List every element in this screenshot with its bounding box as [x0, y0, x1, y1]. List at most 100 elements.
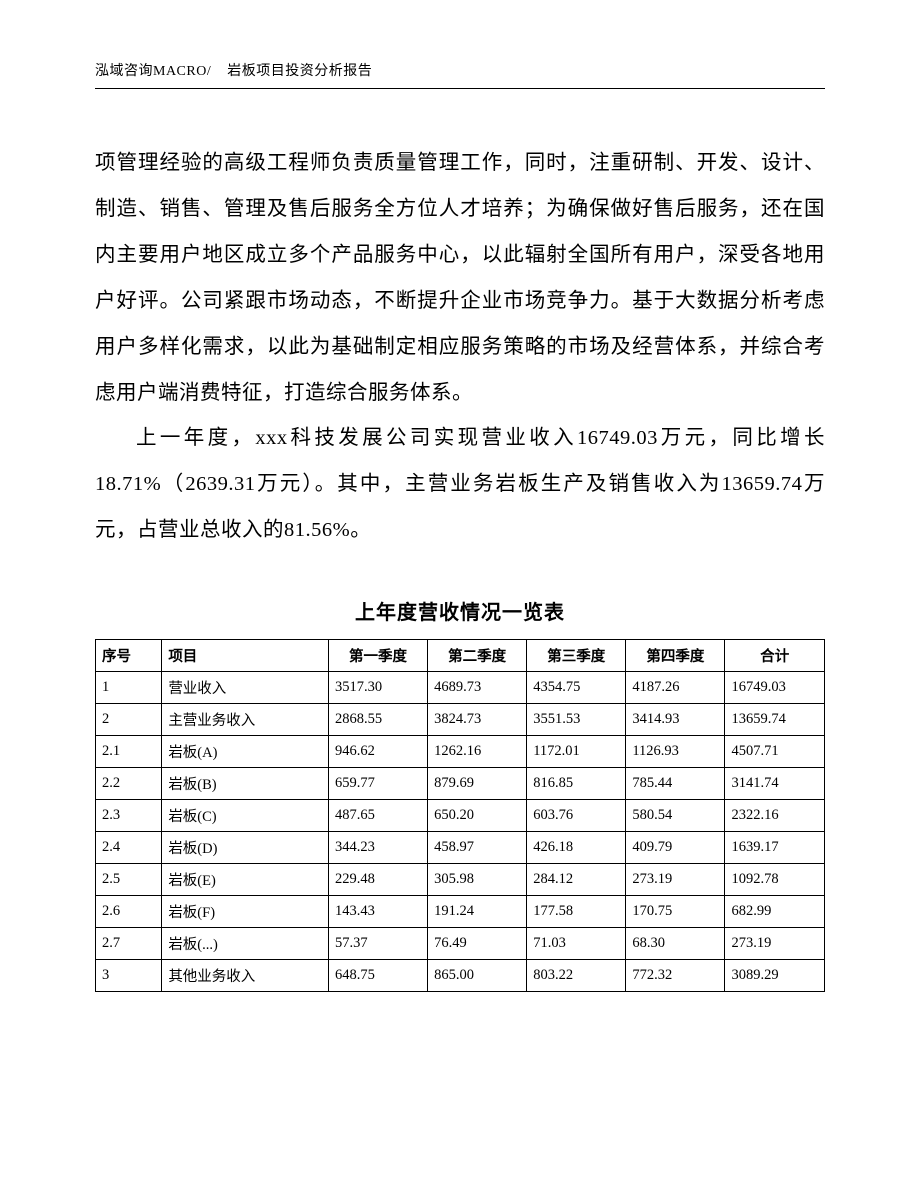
col-header-q4: 第四季度 [626, 640, 725, 672]
table-cell: 2.5 [96, 864, 162, 896]
table-cell: 岩板(A) [162, 736, 329, 768]
table-row: 1营业收入3517.304689.734354.754187.2616749.0… [96, 672, 825, 704]
table-cell: 其他业务收入 [162, 960, 329, 992]
table-cell: 284.12 [527, 864, 626, 896]
table-row: 2.5岩板(E)229.48305.98284.12273.191092.78 [96, 864, 825, 896]
header-rule [95, 88, 825, 89]
table-cell: 650.20 [428, 800, 527, 832]
table-cell: 344.23 [328, 832, 427, 864]
table-cell: 3551.53 [527, 704, 626, 736]
table-cell: 岩板(B) [162, 768, 329, 800]
table-cell: 659.77 [328, 768, 427, 800]
table-title: 上年度营收情况一览表 [95, 596, 825, 625]
table-cell: 2.7 [96, 928, 162, 960]
table-cell: 16749.03 [725, 672, 825, 704]
table-cell: 143.43 [328, 896, 427, 928]
table-cell: 2.3 [96, 800, 162, 832]
table-cell: 682.99 [725, 896, 825, 928]
revenue-table: 序号 项目 第一季度 第二季度 第三季度 第四季度 合计 1营业收入3517.3… [95, 639, 825, 992]
table-cell: 1 [96, 672, 162, 704]
table-cell: 岩板(...) [162, 928, 329, 960]
table-cell: 1126.93 [626, 736, 725, 768]
table-cell: 2.1 [96, 736, 162, 768]
table-cell: 273.19 [725, 928, 825, 960]
table-cell: 273.19 [626, 864, 725, 896]
table-cell: 487.65 [328, 800, 427, 832]
table-cell: 4187.26 [626, 672, 725, 704]
table-cell: 3824.73 [428, 704, 527, 736]
table-cell: 772.32 [626, 960, 725, 992]
table-cell: 785.44 [626, 768, 725, 800]
table-row: 2.1岩板(A)946.621262.161172.011126.934507.… [96, 736, 825, 768]
table-cell: 岩板(C) [162, 800, 329, 832]
table-cell: 13659.74 [725, 704, 825, 736]
document-page: 泓域咨询MACRO/ 岩板项目投资分析报告 项管理经验的高级工程师负责质量管理工… [0, 0, 920, 1191]
table-cell: 营业收入 [162, 672, 329, 704]
table-cell: 816.85 [527, 768, 626, 800]
table-cell: 4354.75 [527, 672, 626, 704]
header-doc-title: 岩板项目投资分析报告 [227, 64, 372, 79]
col-header-total: 合计 [725, 640, 825, 672]
table-cell: 2868.55 [328, 704, 427, 736]
paragraph-1: 项管理经验的高级工程师负责质量管理工作，同时，注重研制、开发、设计、制造、销售、… [95, 141, 825, 416]
table-cell: 426.18 [527, 832, 626, 864]
table-cell: 170.75 [626, 896, 725, 928]
table-cell: 1262.16 [428, 736, 527, 768]
table-cell: 76.49 [428, 928, 527, 960]
table-body: 1营业收入3517.304689.734354.754187.2616749.0… [96, 672, 825, 992]
body-text: 项管理经验的高级工程师负责质量管理工作，同时，注重研制、开发、设计、制造、销售、… [95, 141, 825, 554]
col-header-q3: 第三季度 [527, 640, 626, 672]
table-cell: 3089.29 [725, 960, 825, 992]
table-cell: 2.4 [96, 832, 162, 864]
table-cell: 4507.71 [725, 736, 825, 768]
col-header-q2: 第二季度 [428, 640, 527, 672]
table-cell: 3141.74 [725, 768, 825, 800]
table-row: 2.7岩板(...)57.3776.4971.0368.30273.19 [96, 928, 825, 960]
table-cell: 1092.78 [725, 864, 825, 896]
table-row: 2.2岩板(B)659.77879.69816.85785.443141.74 [96, 768, 825, 800]
table-cell: 2322.16 [725, 800, 825, 832]
table-header-row: 序号 项目 第一季度 第二季度 第三季度 第四季度 合计 [96, 640, 825, 672]
col-header-q1: 第一季度 [328, 640, 427, 672]
table-cell: 879.69 [428, 768, 527, 800]
table-cell: 229.48 [328, 864, 427, 896]
table-row: 2主营业务收入2868.553824.733551.533414.9313659… [96, 704, 825, 736]
table-header: 序号 项目 第一季度 第二季度 第三季度 第四季度 合计 [96, 640, 825, 672]
table-cell: 3517.30 [328, 672, 427, 704]
table-cell: 1172.01 [527, 736, 626, 768]
table-cell: 2 [96, 704, 162, 736]
table-cell: 177.58 [527, 896, 626, 928]
table-row: 2.6岩板(F)143.43191.24177.58170.75682.99 [96, 896, 825, 928]
table-cell: 580.54 [626, 800, 725, 832]
table-row: 3其他业务收入648.75865.00803.22772.323089.29 [96, 960, 825, 992]
table-cell: 岩板(E) [162, 864, 329, 896]
table-cell: 岩板(F) [162, 896, 329, 928]
table-cell: 68.30 [626, 928, 725, 960]
table-cell: 648.75 [328, 960, 427, 992]
table-cell: 4689.73 [428, 672, 527, 704]
header-company: 泓域咨询MACRO/ [95, 64, 211, 79]
table-cell: 458.97 [428, 832, 527, 864]
col-header-item: 项目 [162, 640, 329, 672]
table-cell: 2.6 [96, 896, 162, 928]
table-cell: 主营业务收入 [162, 704, 329, 736]
table-cell: 409.79 [626, 832, 725, 864]
table-cell: 71.03 [527, 928, 626, 960]
table-cell: 1639.17 [725, 832, 825, 864]
table-row: 2.4岩板(D)344.23458.97426.18409.791639.17 [96, 832, 825, 864]
table-cell: 865.00 [428, 960, 527, 992]
table-cell: 2.2 [96, 768, 162, 800]
table-cell: 57.37 [328, 928, 427, 960]
table-cell: 946.62 [328, 736, 427, 768]
table-cell: 803.22 [527, 960, 626, 992]
table-cell: 3414.93 [626, 704, 725, 736]
table-cell: 603.76 [527, 800, 626, 832]
col-header-seq: 序号 [96, 640, 162, 672]
table-cell: 191.24 [428, 896, 527, 928]
table-cell: 3 [96, 960, 162, 992]
page-header: 泓域咨询MACRO/ 岩板项目投资分析报告 [95, 60, 825, 80]
table-cell: 305.98 [428, 864, 527, 896]
paragraph-2: 上一年度，xxx科技发展公司实现营业收入16749.03万元，同比增长18.71… [95, 416, 825, 554]
table-row: 2.3岩板(C)487.65650.20603.76580.542322.16 [96, 800, 825, 832]
table-cell: 岩板(D) [162, 832, 329, 864]
